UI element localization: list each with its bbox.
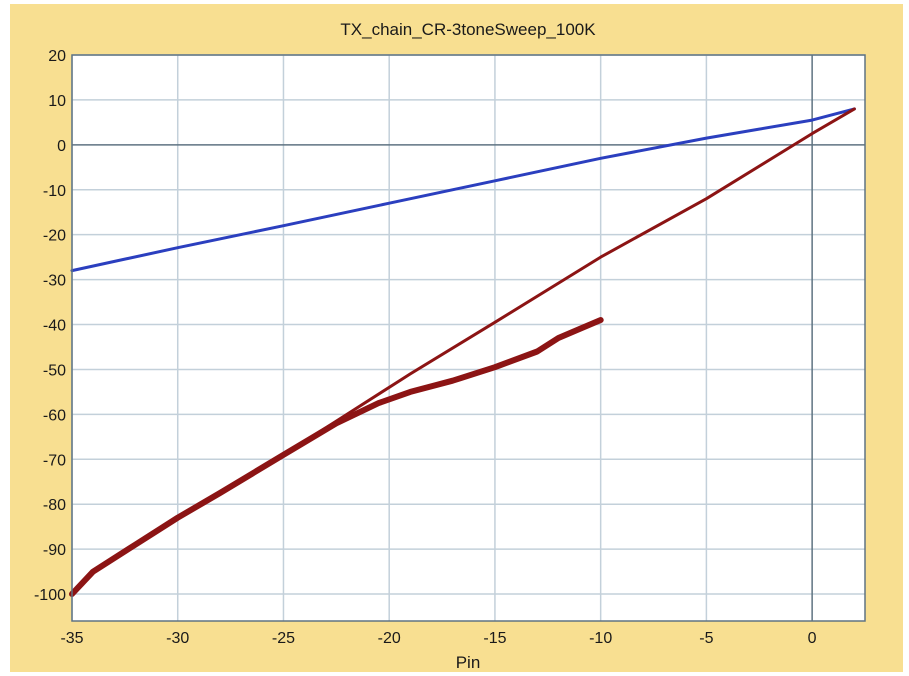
series-line-1 [70,107,856,273]
y-tick-label-0: 20 [48,48,66,65]
y-tick-label-3: -10 [43,183,66,200]
y-tick-label-10: -80 [43,497,66,514]
x-tick-label-2: -25 [272,630,295,647]
y-tick-label-7: -50 [43,362,66,379]
x-axis-ticks: -35 -30 -25 -20 -15 -10 -5 0 [60,630,816,647]
y-tick-label-9: -70 [43,452,66,469]
series-layer [69,107,856,597]
y-tick-label-12: -100 [34,587,66,604]
series-line-3 [69,317,604,597]
y-tick-label-11: -90 [43,542,66,559]
y-tick-label-6: -40 [43,318,66,335]
x-tick-label-3: -20 [378,630,401,647]
x-tick-label-1: -30 [166,630,189,647]
y-tick-label-8: -60 [43,407,66,424]
y-tick-label-2: 0 [57,138,66,155]
y-tick-label-4: -20 [43,228,66,245]
x-tick-label-7: 0 [808,630,817,647]
x-tick-label-4: -15 [483,630,506,647]
y-axis-ticks: 20 10 0 -10 -20 -30 -40 -50 -60 -70 -80 -90 -100 [34,48,66,604]
plot-border [71,54,866,622]
y-tick-label-5: -30 [43,273,66,290]
x-tick-label-6: -5 [699,630,713,647]
x-tick-label-5: -10 [589,630,612,647]
x-axis-label: Pin [456,653,481,672]
y-tick-label-1: 10 [48,93,66,110]
chart-title: TX_chain_CR-3toneSweep_100K [340,20,596,39]
x-tick-label-0: -35 [60,630,83,647]
